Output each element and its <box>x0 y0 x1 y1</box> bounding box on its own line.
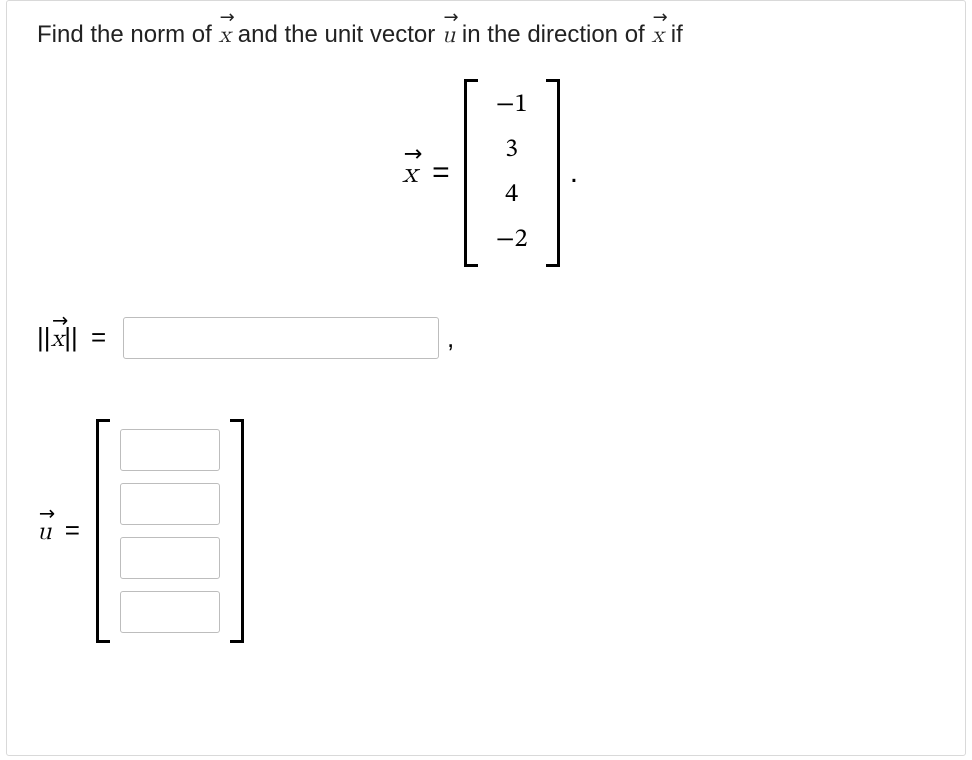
prompt-part1: Find the norm of <box>37 21 218 48</box>
norm-letter: x <box>51 326 65 352</box>
norm-close: || <box>64 322 78 352</box>
vec-x-eqn-letter: x <box>402 158 418 188</box>
vec-entry: 4 <box>490 173 534 218</box>
vec-entry: −1 <box>490 83 534 128</box>
equals-sign: = <box>91 322 106 352</box>
given-vector-matrix: −1 3 4 −2 <box>464 79 560 267</box>
vec-entry: −2 <box>490 218 534 263</box>
unitvec-input-2[interactable] <box>120 537 220 579</box>
norm-open: || <box>37 322 51 352</box>
norm-input[interactable] <box>123 317 439 359</box>
prompt-part4: if <box>664 21 683 48</box>
left-bracket-icon <box>96 419 112 643</box>
equals-sign: = <box>432 156 450 189</box>
trailing-period: . <box>570 156 578 190</box>
given-vector-label: → x = <box>402 155 450 191</box>
unitvec-inputs <box>112 419 228 643</box>
vec-u-letter: u <box>442 23 455 47</box>
given-vector-display: → x = −1 3 4 −2 . <box>37 51 943 317</box>
unitvec-input-3[interactable] <box>120 591 220 633</box>
vec-x-norm: → x <box>51 322 65 355</box>
right-bracket-icon <box>544 79 560 267</box>
prompt-text: Find the norm of → x and the unit vector… <box>37 19 943 51</box>
norm-label: || → x || = <box>37 322 107 355</box>
given-vector-entries: −1 3 4 −2 <box>480 79 544 267</box>
prompt-part2: and the unit vector <box>231 21 442 48</box>
right-bracket-icon <box>228 419 244 643</box>
prompt-part3: in the direction of <box>455 21 651 48</box>
unitvec-letter: u <box>37 519 51 545</box>
vec-entry: 3 <box>490 128 534 173</box>
vec-x-1: → x <box>218 19 231 51</box>
question-card: Find the norm of → x and the unit vector… <box>6 0 966 756</box>
left-bracket-icon <box>464 79 480 267</box>
unitvec-input-0[interactable] <box>120 429 220 471</box>
vec-x-eqn: → x <box>402 155 418 191</box>
unitvec-answer-row: → u = <box>37 419 943 643</box>
vec-x-2: → x <box>651 19 664 51</box>
norm-answer-row: || → x || = , <box>37 317 943 359</box>
unitvec-input-1[interactable] <box>120 483 220 525</box>
unitvec-matrix <box>96 419 244 643</box>
comma: , <box>447 323 454 354</box>
vec-x-letter2: x <box>651 23 664 47</box>
unitvec-label: → u = <box>37 515 80 548</box>
vec-u-1: → u <box>442 19 455 51</box>
equals-sign: = <box>65 515 80 545</box>
vec-x-letter: x <box>218 23 231 47</box>
vec-u-eqn: → u <box>37 515 51 548</box>
